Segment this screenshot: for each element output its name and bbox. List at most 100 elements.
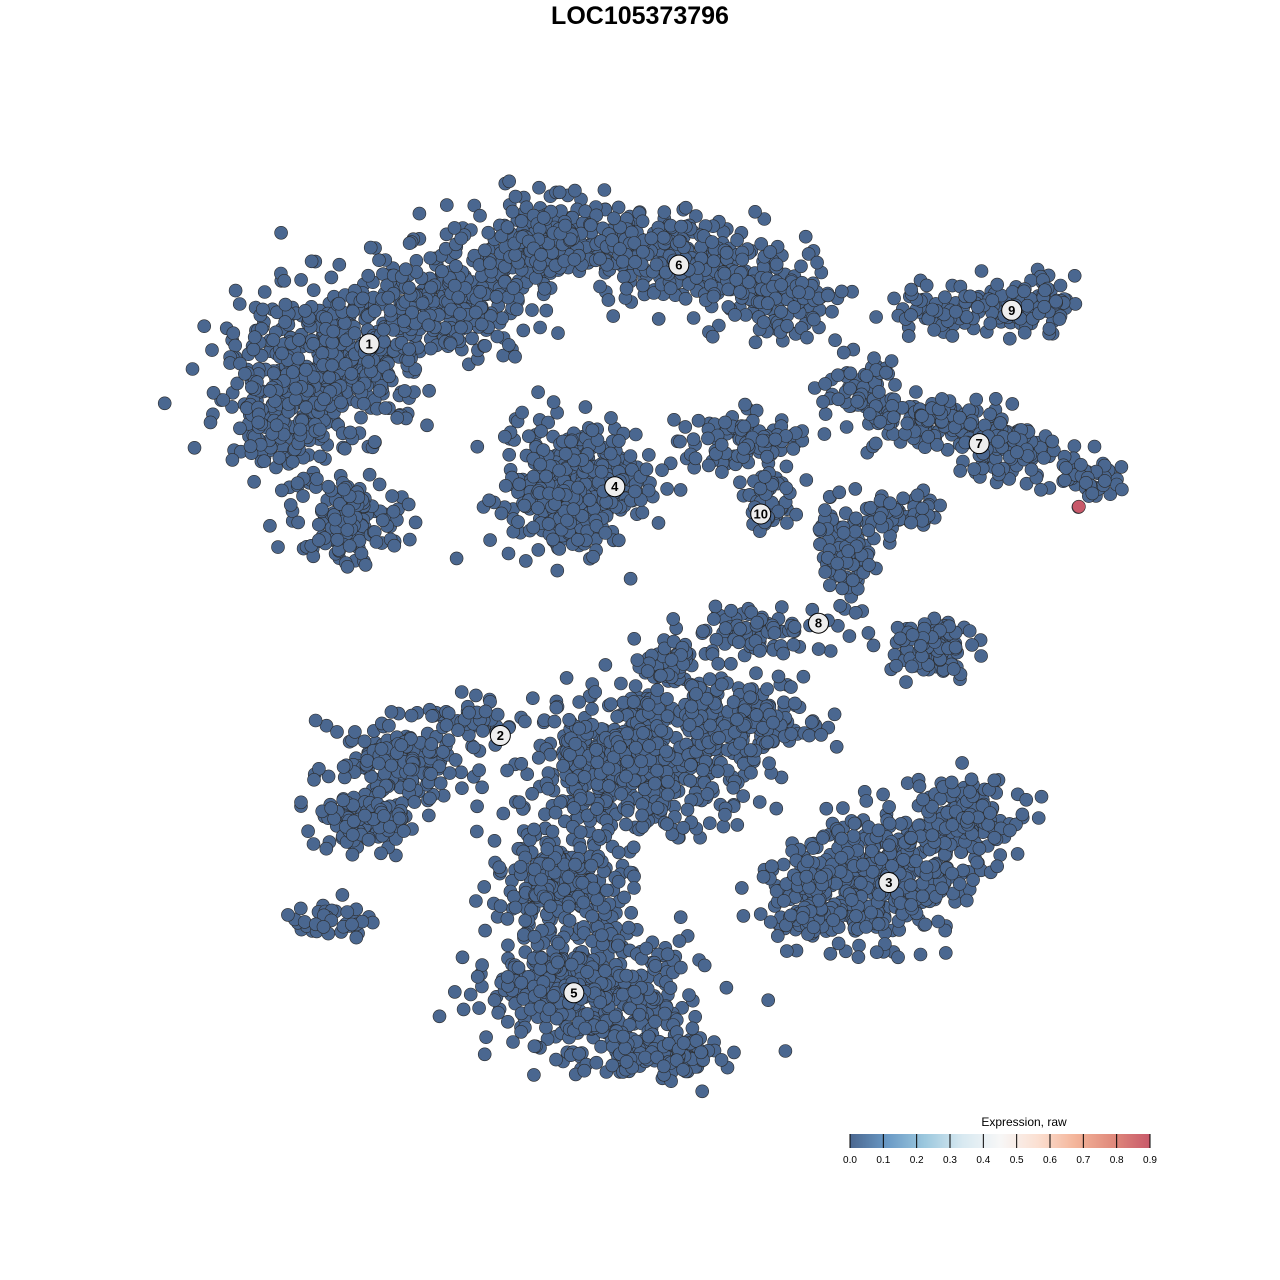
data-point — [562, 913, 577, 928]
data-point — [266, 366, 281, 381]
data-point — [991, 434, 1005, 449]
data-point — [626, 840, 641, 855]
data-point — [326, 324, 341, 339]
data-point — [206, 385, 221, 400]
data-point — [478, 923, 492, 938]
data-point — [469, 824, 484, 839]
data-point — [743, 690, 758, 705]
data-point — [792, 285, 806, 300]
data-point — [449, 259, 463, 274]
data-point — [269, 418, 284, 433]
data-point — [1067, 439, 1082, 453]
data-point — [737, 419, 751, 434]
data-point — [330, 725, 344, 739]
data-point — [527, 822, 541, 837]
data-point — [839, 420, 854, 434]
data-point — [829, 739, 844, 754]
data-point — [477, 243, 492, 258]
data-point — [674, 960, 688, 975]
data-point — [619, 1055, 634, 1069]
data-point — [836, 345, 851, 360]
data-point — [398, 262, 413, 277]
data-point — [638, 1050, 652, 1065]
data-point — [831, 368, 845, 383]
data-point — [567, 252, 582, 267]
data-point — [494, 506, 509, 521]
data-point — [501, 546, 516, 561]
data-point — [344, 366, 359, 381]
data-point — [842, 629, 857, 643]
data-point — [862, 407, 877, 421]
data-point — [383, 303, 398, 318]
data-point — [616, 269, 631, 284]
data-point — [372, 253, 386, 268]
data-point — [324, 801, 339, 816]
data-point — [271, 540, 285, 554]
data-point — [369, 535, 384, 549]
data-point — [816, 394, 830, 409]
data-point — [627, 869, 641, 884]
data-point — [761, 993, 776, 1008]
data-point — [802, 728, 817, 743]
data-point — [598, 526, 613, 540]
data-point — [753, 481, 768, 496]
data-point — [585, 423, 600, 438]
data-point — [686, 432, 701, 447]
data-point — [616, 1029, 630, 1044]
data-point — [1034, 482, 1048, 497]
data-point — [521, 429, 536, 444]
data-point — [361, 268, 376, 283]
data-point — [945, 329, 960, 343]
data-point — [509, 302, 524, 317]
data-point — [552, 185, 567, 200]
data-point — [361, 354, 376, 369]
data-point — [674, 219, 689, 234]
data-point — [337, 441, 352, 456]
data-point — [641, 448, 656, 462]
data-point — [508, 248, 523, 262]
data-point — [475, 958, 489, 972]
data-point — [686, 311, 701, 325]
data-point — [737, 441, 751, 456]
data-point — [774, 600, 789, 614]
data-point — [531, 750, 546, 765]
data-point — [540, 842, 555, 856]
data-point — [825, 304, 839, 319]
data-point — [676, 1063, 690, 1077]
data-point — [618, 1041, 632, 1056]
data-point — [247, 474, 261, 489]
data-point — [469, 688, 483, 703]
data-point — [636, 726, 650, 740]
data-point — [567, 801, 581, 815]
data-point — [533, 457, 548, 472]
data-point — [729, 272, 744, 287]
data-point — [868, 436, 883, 451]
data-point — [760, 735, 775, 750]
data-point — [447, 221, 462, 235]
data-point — [527, 1068, 541, 1082]
data-point — [473, 208, 487, 223]
data-point — [516, 323, 531, 338]
data-point — [1053, 278, 1068, 293]
data-point — [245, 380, 259, 395]
data-point — [243, 439, 258, 454]
data-point — [663, 981, 678, 995]
data-point — [469, 894, 483, 908]
data-point — [619, 281, 634, 296]
data-point — [626, 695, 641, 709]
data-point — [672, 234, 687, 249]
data-point — [595, 1020, 609, 1034]
data-point — [402, 280, 416, 295]
data-point — [514, 214, 529, 228]
data-point — [275, 346, 289, 361]
data-point — [357, 808, 372, 823]
data-point — [896, 491, 910, 506]
data-point — [735, 252, 750, 267]
data-point — [800, 330, 814, 345]
data-point — [319, 841, 334, 856]
data-point — [565, 772, 579, 787]
data-point — [226, 326, 241, 341]
data-point — [403, 762, 417, 777]
data-point — [515, 405, 529, 420]
data-point — [702, 816, 717, 831]
